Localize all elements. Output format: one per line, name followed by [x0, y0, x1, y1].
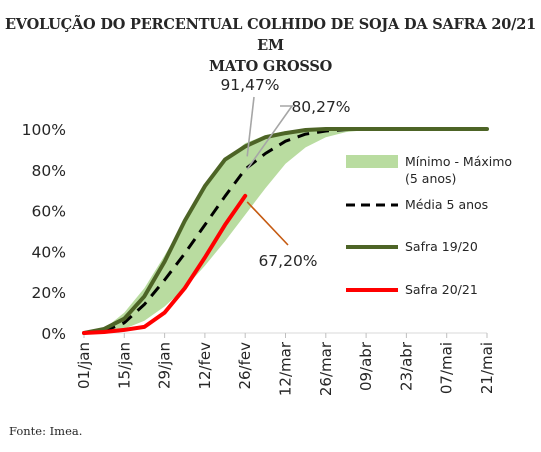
y-tick-label: 20%: [32, 284, 66, 302]
x-tick-label: 01/jan: [75, 342, 93, 389]
y-tick-label: 80%: [32, 162, 66, 180]
y-tick-label: 40%: [32, 243, 66, 261]
legend-label-safra-19-20: Safra 19/20: [405, 239, 478, 254]
annotation-80: 80,27%: [291, 98, 350, 116]
y-tick-label: 0%: [41, 325, 66, 343]
x-tick-label: 12/fev: [196, 342, 214, 390]
annotation-leader-67: [246, 201, 289, 246]
series-safra-20-21: [82, 193, 248, 335]
x-tick-label: 09/abr: [357, 341, 375, 391]
annotations-layer: 91,47% 80,27% 67,20%: [220, 76, 350, 270]
annotation-67: 67,20%: [258, 252, 317, 270]
chart-title-line2: MATO GROSSO: [208, 58, 333, 75]
x-tick-label: 21/mai: [478, 342, 496, 394]
series-media-5-anos: [83, 127, 487, 335]
chart-title: EVOLUÇÃO DO PERCENTUAL COLHIDO DE SOJA D…: [0, 14, 541, 77]
annotation-91: 91,47%: [220, 76, 279, 94]
x-tick-label: 26/mar: [317, 341, 335, 396]
legend: Mínimo - Máximo (5 anos) Média 5 anos Safra…: [346, 154, 512, 297]
x-tick-label: 15/jan: [115, 342, 133, 389]
series-layer: [82, 127, 489, 335]
x-tick-label: 26/fev: [236, 342, 254, 390]
legend-swatch-band: [346, 155, 398, 168]
y-tick-label: 100%: [22, 121, 66, 139]
legend-label-media: Média 5 anos: [405, 197, 488, 212]
chart-title-line1: EVOLUÇÃO DO PERCENTUAL COLHIDO DE SOJA D…: [4, 16, 537, 54]
source-note: Fonte: Imea.: [9, 424, 83, 438]
x-tick-label: 23/abr: [397, 341, 415, 391]
y-tick-label: 60%: [32, 203, 66, 221]
annotation-leader-91: [246, 96, 255, 157]
min-max-band: [84, 129, 487, 333]
x-tick-label: 12/mar: [277, 341, 295, 396]
axes-layer: 0% 20% 40% 60% 80% 100% 01/jan 15/jan 29/jan 12/f…: [22, 121, 496, 396]
legend-label-band: Mínimo - Máximo: [405, 154, 512, 169]
min-max-band-layer: [84, 129, 487, 333]
x-tick-label: 07/mai: [438, 342, 456, 394]
series-safra-19-20: [82, 127, 489, 335]
legend-label-band-line2: (5 anos): [405, 171, 456, 186]
legend-label-safra-20-21: Safra 20/21: [405, 282, 478, 297]
annotation-leader-80: [246, 105, 294, 170]
x-tick-label: 29/jan: [156, 342, 174, 389]
